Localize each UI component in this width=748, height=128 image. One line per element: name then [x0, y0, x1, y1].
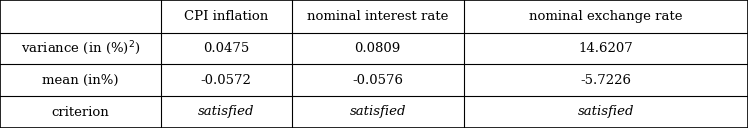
Text: 0.0475: 0.0475: [203, 42, 249, 55]
Text: variance (in (%)$^2$): variance (in (%)$^2$): [21, 40, 140, 57]
Text: CPI inflation: CPI inflation: [184, 10, 269, 23]
Text: satisfied: satisfied: [577, 105, 634, 119]
Text: 14.6207: 14.6207: [578, 42, 634, 55]
Text: 0.0809: 0.0809: [355, 42, 401, 55]
Text: -5.7226: -5.7226: [580, 73, 631, 87]
Text: -0.0576: -0.0576: [352, 73, 403, 87]
Text: nominal interest rate: nominal interest rate: [307, 10, 449, 23]
Text: satisfied: satisfied: [198, 105, 254, 119]
Text: mean (in%): mean (in%): [42, 73, 119, 87]
Text: nominal exchange rate: nominal exchange rate: [529, 10, 683, 23]
Text: -0.0572: -0.0572: [200, 73, 252, 87]
Text: satisfied: satisfied: [349, 105, 406, 119]
Text: criterion: criterion: [52, 105, 109, 119]
